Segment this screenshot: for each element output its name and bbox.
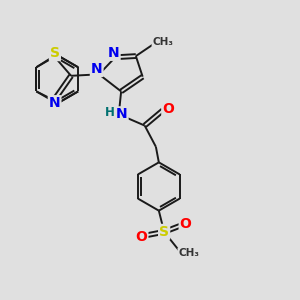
Text: N: N	[116, 107, 127, 122]
Text: N: N	[91, 62, 103, 76]
Text: S: S	[50, 46, 60, 60]
Text: H: H	[104, 106, 114, 119]
Text: N: N	[108, 46, 120, 60]
Text: CH₃: CH₃	[178, 248, 200, 258]
Text: O: O	[136, 230, 147, 244]
Text: N: N	[49, 96, 60, 110]
Text: S: S	[159, 225, 169, 239]
Text: O: O	[162, 102, 174, 116]
Text: O: O	[180, 217, 192, 231]
Text: CH₃: CH₃	[152, 37, 173, 47]
